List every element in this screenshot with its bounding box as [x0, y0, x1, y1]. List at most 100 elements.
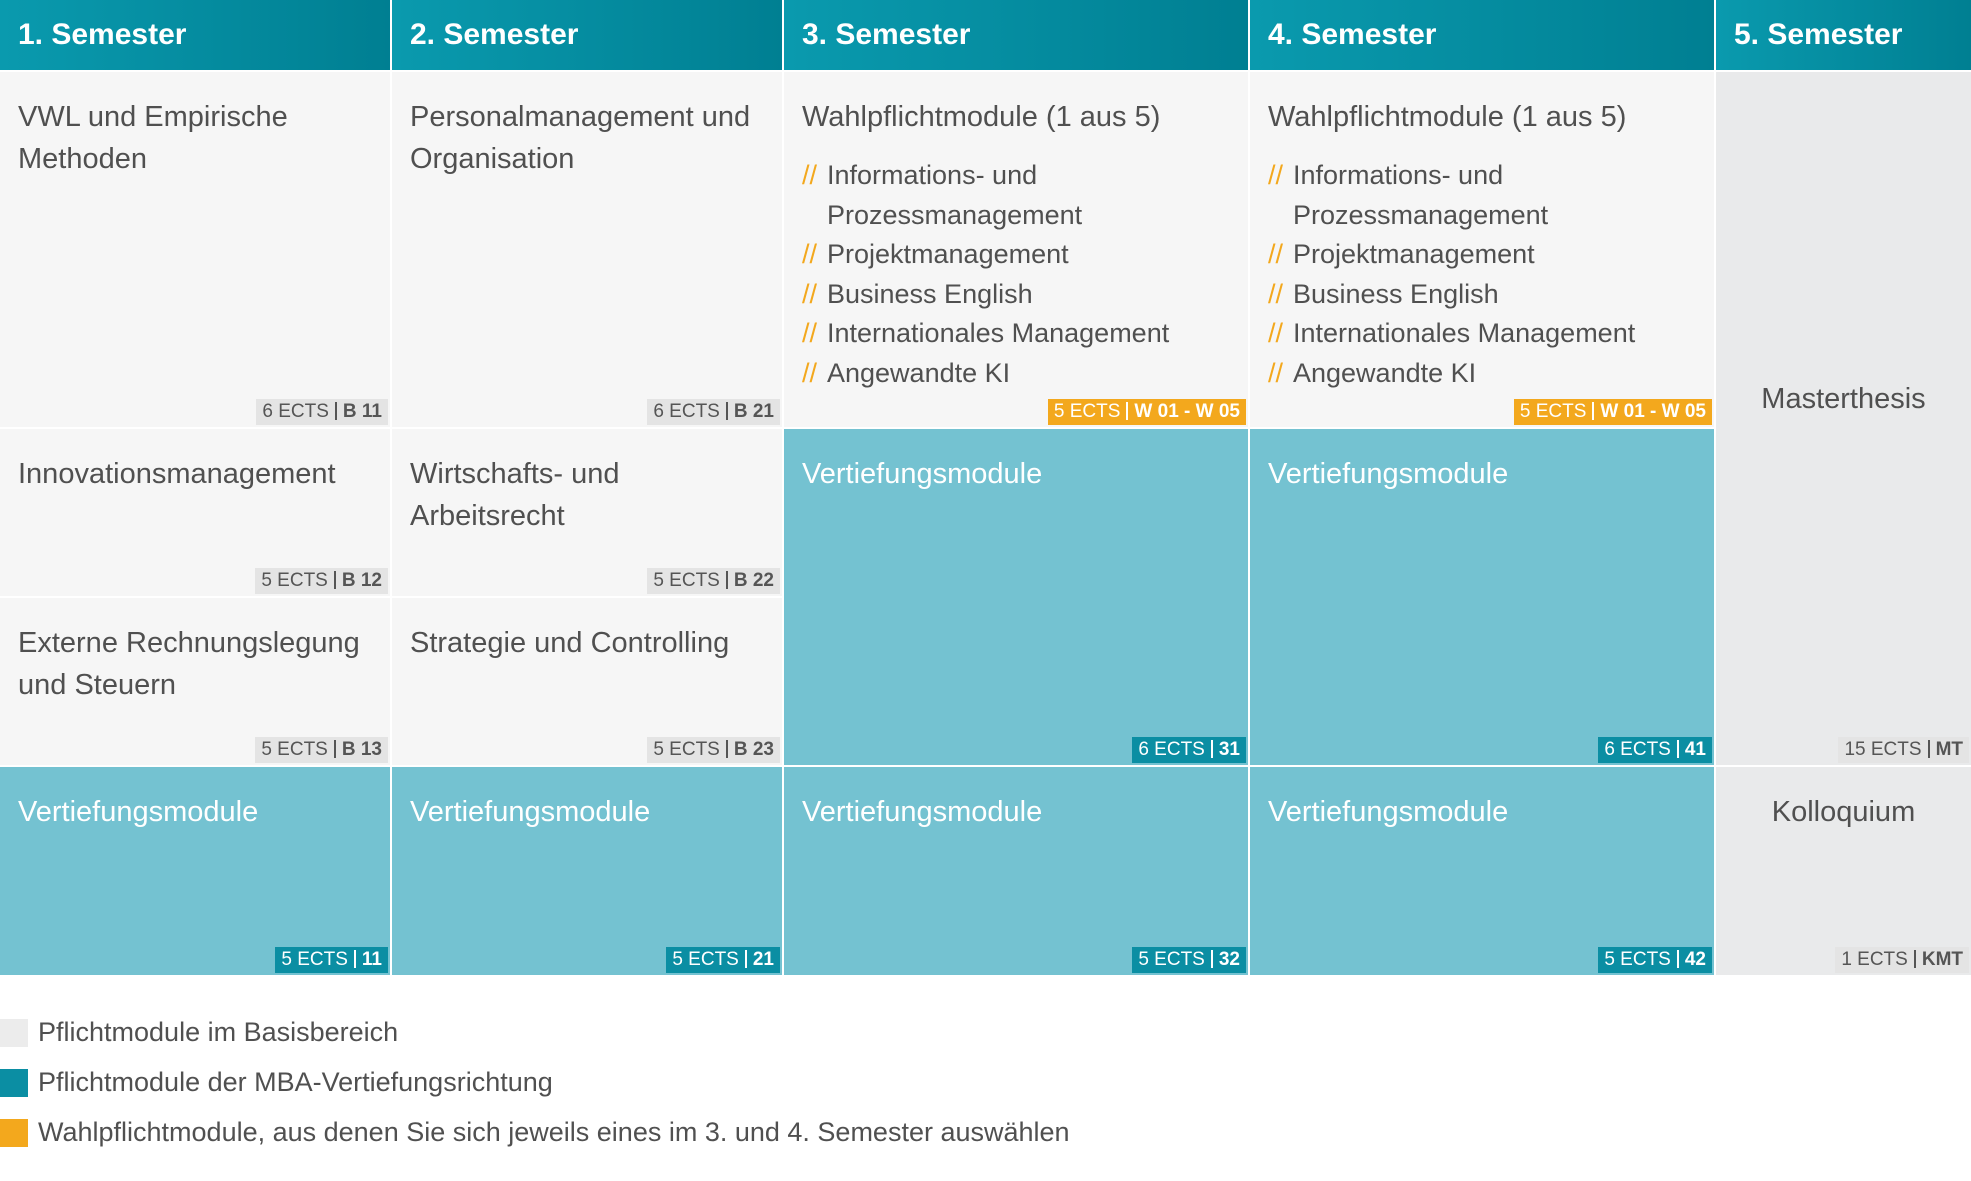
module-code: B 13 [341, 739, 382, 760]
module-badge: 5 ECTS W 01 - W 05 [1047, 399, 1246, 425]
module-title: Vertiefungsmodule [802, 796, 1043, 828]
module-title: Vertiefungsmodule [410, 796, 651, 828]
ects-value: 5 ECTS [261, 570, 328, 591]
option-marker: // [802, 278, 818, 309]
wahl-option: //Angewandte KI [802, 354, 1230, 394]
wahl-option: //Business English [802, 275, 1230, 315]
module-title: Wahlpflichtmodule (1 aus 5) [802, 101, 1161, 133]
wahl-option: //Business English [1268, 275, 1696, 315]
semester-3-header: 3. Semester [784, 0, 1248, 70]
module-badge: 5 ECTS B 12 [255, 568, 388, 594]
module-badge: 5 ECTS 21 [666, 947, 780, 973]
module-strategie-controlling: Strategie und Controlling 5 ECTS B 23 [392, 598, 782, 765]
module-externe-rechnungslegung: Externe Rechnungslegung und Steuern 5 EC… [0, 598, 390, 765]
module-badge: 5 ECTS 11 [275, 947, 388, 973]
option-marker: // [1268, 239, 1284, 269]
module-badge: 5 ECTS W 01 - W 05 [1513, 399, 1712, 425]
ects-value: 5 ECTS [653, 739, 720, 760]
module-vertiefung-21: Vertiefungsmodule 5 ECTS 21 [392, 767, 782, 975]
ects-value: 5 ECTS [1138, 949, 1205, 970]
module-title: Vertiefungsmodule [1268, 458, 1509, 490]
ects-value: 6 ECTS [653, 401, 720, 422]
wahl-option: //Angewandte KI [1268, 354, 1696, 394]
module-code: 31 [1218, 739, 1240, 760]
module-title: Personalmanagement und Organisation [410, 101, 751, 175]
module-code: B 11 [342, 401, 382, 422]
module-vwl: VWL und Empirische Methoden 6 ECTS B 11 [0, 72, 390, 427]
module-badge: 1 ECTS KMT [1835, 947, 1969, 973]
module-code: B 23 [733, 739, 774, 760]
module-badge: 6 ECTS 41 [1598, 737, 1712, 763]
module-personalmanagement: Personalmanagement und Organisation 6 EC… [392, 72, 782, 427]
ects-value: 15 ECTS [1844, 739, 1922, 760]
option-marker: // [1268, 278, 1284, 309]
legend-label: Pflichtmodule im Basisbereich [38, 1017, 399, 1047]
wahl-option: //Internationales Management [802, 314, 1230, 354]
option-marker: // [1268, 318, 1284, 348]
module-title: Masterthesis [1761, 383, 1926, 415]
module-vertiefung-41: Vertiefungsmodule 6 ECTS 41 [1250, 429, 1714, 765]
ects-value: 5 ECTS [261, 739, 328, 760]
module-badge: 5 ECTS 42 [1598, 947, 1712, 973]
option-marker: // [1268, 160, 1284, 190]
semester-2-header: 2. Semester [392, 0, 782, 70]
legend-swatch [0, 1069, 28, 1097]
module-badge: 6 ECTS 31 [1132, 737, 1246, 763]
ects-value: 5 ECTS [1053, 401, 1121, 422]
module-title: VWL und Empirische Methoden [18, 101, 288, 175]
module-innovationsmanagement: Innovationsmanagement 5 ECTS B 12 [0, 429, 390, 596]
wahl-option: //Projektmanagement [1268, 235, 1696, 275]
wahl-options-list: //Informations- und Prozessmanagement //… [802, 156, 1230, 393]
module-kolloquium: Kolloquium 1 ECTS KMT [1716, 767, 1971, 975]
option-marker: // [802, 318, 818, 348]
module-wirtschaftsrecht: Wirtschafts- und Arbeitsrecht 5 ECTS B 22 [392, 429, 782, 596]
module-badge: 15 ECTS MT [1838, 737, 1969, 763]
option-marker: // [1268, 357, 1284, 388]
legend-label: Wahlpflichtmodule, aus denen Sie sich je… [38, 1117, 1070, 1147]
ects-value: 6 ECTS [1604, 739, 1671, 760]
curriculum-grid: 1. Semester 2. Semester 3. Semester 4. S… [0, 0, 1971, 975]
module-title: Vertiefungsmodule [802, 458, 1043, 490]
option-marker: // [802, 239, 818, 269]
ects-value: 5 ECTS [672, 949, 739, 970]
module-badge: 5 ECTS B 13 [255, 737, 388, 763]
semester-5-header: 5. Semester [1716, 0, 1971, 70]
module-badge: 6 ECTS B 11 [256, 399, 388, 425]
ects-value: 5 ECTS [281, 949, 348, 970]
module-wahlpflicht-4: Wahlpflichtmodule (1 aus 5) //Informatio… [1250, 72, 1714, 427]
ects-value: 5 ECTS [653, 570, 720, 591]
module-title: Kolloquium [1771, 796, 1916, 828]
option-marker: // [802, 160, 818, 190]
module-code: 11 [361, 949, 382, 970]
ects-value: 5 ECTS [1604, 949, 1671, 970]
module-title: Strategie und Controlling [410, 627, 730, 659]
module-title: Vertiefungsmodule [1268, 796, 1509, 828]
module-code: W 01 - W 05 [1134, 401, 1240, 422]
module-vertiefung-11: Vertiefungsmodule 5 ECTS 11 [0, 767, 390, 975]
module-wahlpflicht-3: Wahlpflichtmodule (1 aus 5) //Informatio… [784, 72, 1248, 427]
module-code: B 21 [733, 401, 774, 422]
ects-value: 5 ECTS [1519, 401, 1587, 422]
module-vertiefung-32: Vertiefungsmodule 5 ECTS 32 [784, 767, 1248, 975]
wahl-option: //Internationales Management [1268, 314, 1696, 354]
module-code: W 01 - W 05 [1600, 401, 1706, 422]
ects-value: 1 ECTS [1841, 949, 1908, 970]
wahl-option: //Informations- und Prozessmanagement [802, 156, 1230, 235]
module-code: 32 [1218, 949, 1240, 970]
wahl-options-list: //Informations- und Prozessmanagement //… [1268, 156, 1696, 393]
legend-label: Pflichtmodule der MBA-Vertiefungsrichtun… [38, 1067, 553, 1097]
ects-value: 6 ECTS [1138, 739, 1205, 760]
module-title: Wirtschafts- und Arbeitsrecht [410, 458, 620, 532]
wahl-option: //Informations- und Prozessmanagement [1268, 156, 1696, 235]
module-vertiefung-31: Vertiefungsmodule 6 ECTS 31 [784, 429, 1248, 765]
semester-4-header: 4. Semester [1250, 0, 1714, 70]
module-code: 41 [1684, 739, 1706, 760]
module-masterthesis: Masterthesis 15 ECTS MT [1716, 72, 1971, 765]
module-title: Innovationsmanagement [18, 458, 336, 490]
module-title: Externe Rechnungslegung und Steuern [18, 627, 360, 701]
module-title: Wahlpflichtmodule (1 aus 5) [1268, 101, 1627, 133]
legend-swatch [0, 1119, 28, 1147]
module-title: Vertiefungsmodule [18, 796, 259, 828]
legend-swatch [0, 1019, 28, 1047]
option-marker: // [802, 357, 818, 388]
